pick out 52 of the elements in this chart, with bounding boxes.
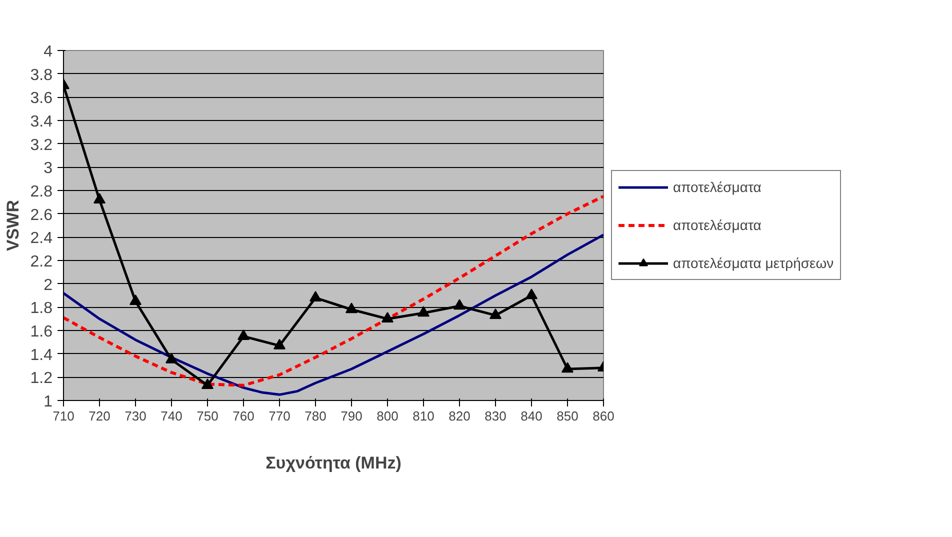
y-tick-label: 2.8 xyxy=(30,184,53,200)
y-tick-label: 3 xyxy=(44,160,53,178)
x-tick-label: 860 xyxy=(592,408,614,424)
x-tick-label: 830 xyxy=(484,408,506,424)
x-tick-label: 840 xyxy=(520,408,542,424)
point xyxy=(130,294,142,306)
y-tick-label: 3.4 xyxy=(30,114,53,130)
line-series xyxy=(64,234,604,396)
y-tick-label: 1.2 xyxy=(30,370,53,388)
point xyxy=(346,302,358,314)
x-tick-label: 740 xyxy=(160,408,182,424)
x-tick-label: 750 xyxy=(196,408,218,424)
point xyxy=(274,338,286,350)
x-tick-label: 810 xyxy=(412,408,434,424)
point xyxy=(202,378,214,390)
x-tick-label: 820 xyxy=(448,408,470,424)
y-tick-label: 2.2 xyxy=(30,254,53,270)
y-tick-label: 1.6 xyxy=(30,324,53,340)
point xyxy=(454,299,466,310)
y-tick-label: 1.8 xyxy=(30,300,53,318)
y-tick-label: 3.2 xyxy=(30,136,53,154)
point xyxy=(310,290,322,302)
x-tick-label: 780 xyxy=(304,408,326,424)
point xyxy=(562,362,574,373)
x-tick-label: 850 xyxy=(556,408,578,424)
x-axis-title: Συχνότητα (MHz) xyxy=(266,454,402,472)
x-tick-label: 760 xyxy=(232,408,254,424)
point xyxy=(382,312,394,323)
y-tick-label: 2.4 xyxy=(30,230,53,248)
point xyxy=(166,352,178,364)
x-tick-label: 730 xyxy=(124,408,146,424)
x-tick-label: 790 xyxy=(340,408,362,424)
point xyxy=(418,306,430,317)
x-tick-label: 770 xyxy=(268,408,290,424)
legend-label: αποτελέσματα xyxy=(673,217,762,233)
y-tick-label: 2.6 xyxy=(30,206,53,224)
y-tick-label: 1 xyxy=(44,394,53,410)
legend-label: αποτελέσματα μετρήσεων xyxy=(673,255,834,271)
point xyxy=(238,329,250,340)
y-tick-label: 4 xyxy=(44,44,53,60)
point xyxy=(490,308,502,320)
y-axis-title: VSWR xyxy=(3,200,22,251)
legend-label: αποτελέσματα xyxy=(673,179,762,195)
x-tick-label: 720 xyxy=(88,408,110,424)
y-tick-label: 3.6 xyxy=(30,90,53,108)
y-tick-label: 3.8 xyxy=(30,66,53,84)
y-tick-label: 1.4 xyxy=(30,346,53,364)
point xyxy=(526,288,538,300)
x-tick-label: 800 xyxy=(376,408,398,424)
x-tick-label: 710 xyxy=(52,408,74,424)
y-tick-label: 2 xyxy=(44,276,53,294)
point xyxy=(94,192,106,204)
